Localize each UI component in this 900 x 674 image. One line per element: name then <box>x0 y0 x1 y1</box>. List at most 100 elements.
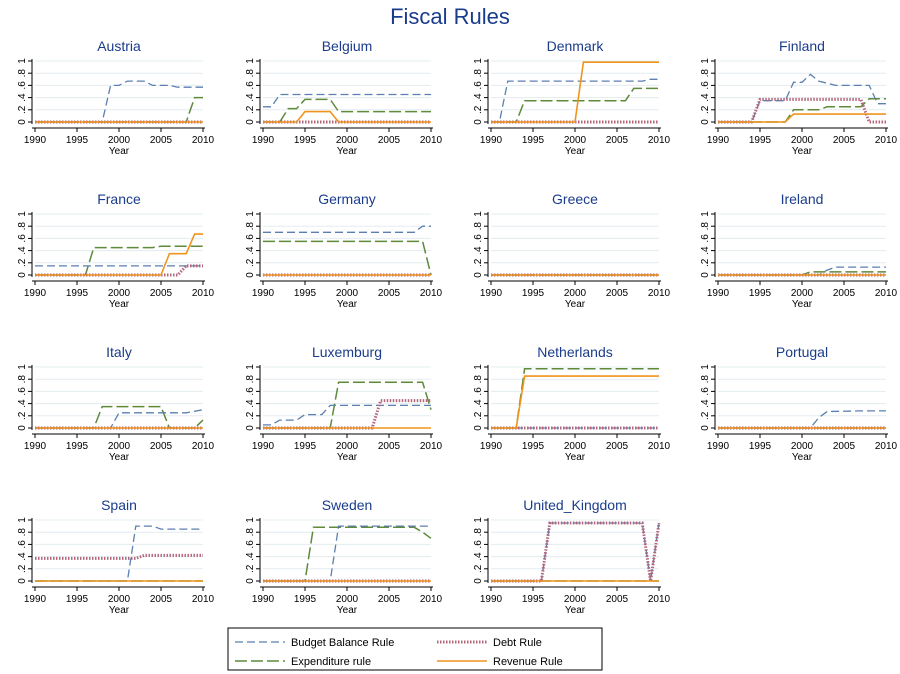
x-tick-label: 2005 <box>378 135 401 146</box>
x-tick-label: 1990 <box>480 135 503 146</box>
x-tick-label: 1995 <box>294 288 317 299</box>
x-tick-label: 2010 <box>420 135 443 146</box>
y-tick-label: .6 <box>245 234 256 243</box>
x-tick-label: 1990 <box>252 594 275 605</box>
x-tick-label: 2000 <box>564 594 587 605</box>
panel-united-kingdom: United_Kingdom 0 .2 .4 .6 .8 1 1990 1995 2000 2005… <box>473 497 671 616</box>
x-tick-label: 2005 <box>378 288 401 299</box>
y-tick-label: .8 <box>17 69 28 78</box>
series-line-revenue-rule <box>491 61 659 123</box>
x-tick-label: 2000 <box>336 135 359 146</box>
y-tick-label: .8 <box>700 375 711 384</box>
panel-title: Ireland <box>781 191 824 207</box>
panel-italy: Italy 0 .2 .4 .6 .8 1 1990 1995 2000 2005 2010 Year <box>17 344 215 463</box>
x-tick-label: 2010 <box>192 135 215 146</box>
x-tick-label: 2005 <box>606 135 629 146</box>
y-tick-label: 1 <box>17 58 28 64</box>
x-axis-label: Year <box>337 299 358 310</box>
panel-title: Austria <box>97 38 141 54</box>
x-tick-label: 2000 <box>791 441 814 452</box>
x-tick-label: 2010 <box>648 594 671 605</box>
x-tick-label: 2000 <box>108 441 131 452</box>
y-tick-label: .8 <box>245 222 256 231</box>
y-tick-label: .4 <box>473 246 484 255</box>
y-tick-label: .6 <box>245 387 256 396</box>
x-tick-label: 1990 <box>24 441 47 452</box>
x-tick-label: 2010 <box>875 135 898 146</box>
y-tick-label: 0 <box>700 119 711 125</box>
x-tick-label: 2010 <box>192 288 215 299</box>
x-tick-label: 2000 <box>564 288 587 299</box>
x-tick-label: 2005 <box>606 441 629 452</box>
panel-title: France <box>97 191 141 207</box>
y-tick-label: .6 <box>17 81 28 90</box>
y-tick-label: 1 <box>473 364 484 370</box>
y-tick-label: 1 <box>17 211 28 217</box>
y-tick-label: 1 <box>17 517 28 523</box>
x-tick-label: 1990 <box>252 135 275 146</box>
y-tick-label: .6 <box>17 387 28 396</box>
x-tick-label: 1990 <box>24 594 47 605</box>
x-tick-label: 2010 <box>875 441 898 452</box>
legend: Budget Balance Rule Debt Rule Expenditure … <box>227 627 603 671</box>
y-tick-label: .2 <box>473 258 484 267</box>
series-line-expenditure-rule <box>263 240 432 276</box>
x-tick-label: 1990 <box>480 594 503 605</box>
y-tick-label: .2 <box>245 105 256 114</box>
x-tick-label: 2005 <box>150 594 173 605</box>
x-tick-label: 1990 <box>707 288 730 299</box>
y-tick-label: 0 <box>700 425 711 431</box>
x-tick-label: 2005 <box>606 594 629 605</box>
y-tick-label: 1 <box>473 58 484 64</box>
y-tick-label: 0 <box>245 272 256 278</box>
x-tick-label: 1990 <box>707 441 730 452</box>
y-tick-label: .8 <box>17 528 28 537</box>
panel-denmark: Denmark 0 .2 .4 .6 .8 1 1990 1995 2000 2005 2010 Yea… <box>473 38 671 157</box>
y-tick-label: 0 <box>245 578 256 584</box>
x-axis-label: Year <box>792 146 813 157</box>
y-tick-label: .2 <box>17 258 28 267</box>
x-tick-label: 2005 <box>150 441 173 452</box>
y-tick-label: 1 <box>245 211 256 217</box>
x-tick-label: 2005 <box>150 135 173 146</box>
y-tick-label: 1 <box>17 364 28 370</box>
panel-austria: Austria 0 .2 .4 .6 .8 1 1990 1995 2000 2005 2010 Yea… <box>17 38 215 157</box>
y-tick-label: .8 <box>245 528 256 537</box>
y-tick-label: .6 <box>700 234 711 243</box>
y-tick-label: .4 <box>17 399 28 408</box>
x-tick-label: 2000 <box>108 288 131 299</box>
panel-ireland: Ireland 0 .2 .4 .6 .8 1 1990 1995 2000 2005 2010 Yea… <box>700 191 898 310</box>
y-tick-label: .4 <box>700 246 711 255</box>
y-tick-label: .2 <box>245 411 256 420</box>
panel-portugal: Portugal 0 .2 .4 .6 .8 1 1990 1995 2000 2005 2010 Ye… <box>700 344 898 463</box>
panel-title: Greece <box>552 191 598 207</box>
panel-title: Belgium <box>322 38 373 54</box>
y-tick-label: .2 <box>473 105 484 114</box>
series-line-budget-balance-rule <box>263 404 431 426</box>
panel-title: Finland <box>779 38 825 54</box>
y-tick-label: .4 <box>17 552 28 561</box>
x-tick-label: 1995 <box>749 135 772 146</box>
y-tick-label: .4 <box>473 399 484 408</box>
series-line-budget-balance-rule <box>263 525 431 582</box>
series-line-budget-balance-rule <box>263 93 431 108</box>
y-tick-label: .8 <box>17 375 28 384</box>
x-tick-label: 2000 <box>791 135 814 146</box>
x-axis-label: Year <box>337 146 358 157</box>
y-tick-label: 0 <box>245 425 256 431</box>
x-tick-label: 2000 <box>336 288 359 299</box>
panel-sweden: Sweden 0 .2 .4 .6 .8 1 1990 1995 2000 2005 2010 Year <box>245 497 443 616</box>
x-axis-label: Year <box>792 452 813 463</box>
series-line-budget-balance-rule <box>35 409 204 429</box>
y-tick-label: .4 <box>17 246 28 255</box>
y-tick-label: .6 <box>473 540 484 549</box>
y-tick-label: 0 <box>473 578 484 584</box>
panel-belgium: Belgium 0 .2 .4 .6 .8 1 1990 1995 2000 2005 2010 Yea… <box>245 38 443 157</box>
series-line-expenditure-rule <box>263 526 432 582</box>
x-tick-label: 2010 <box>192 441 215 452</box>
series-line-budget-balance-rule <box>263 225 431 233</box>
y-tick-label: 1 <box>700 58 711 64</box>
series-line-revenue-rule <box>263 110 431 123</box>
x-tick-label: 2005 <box>833 441 856 452</box>
